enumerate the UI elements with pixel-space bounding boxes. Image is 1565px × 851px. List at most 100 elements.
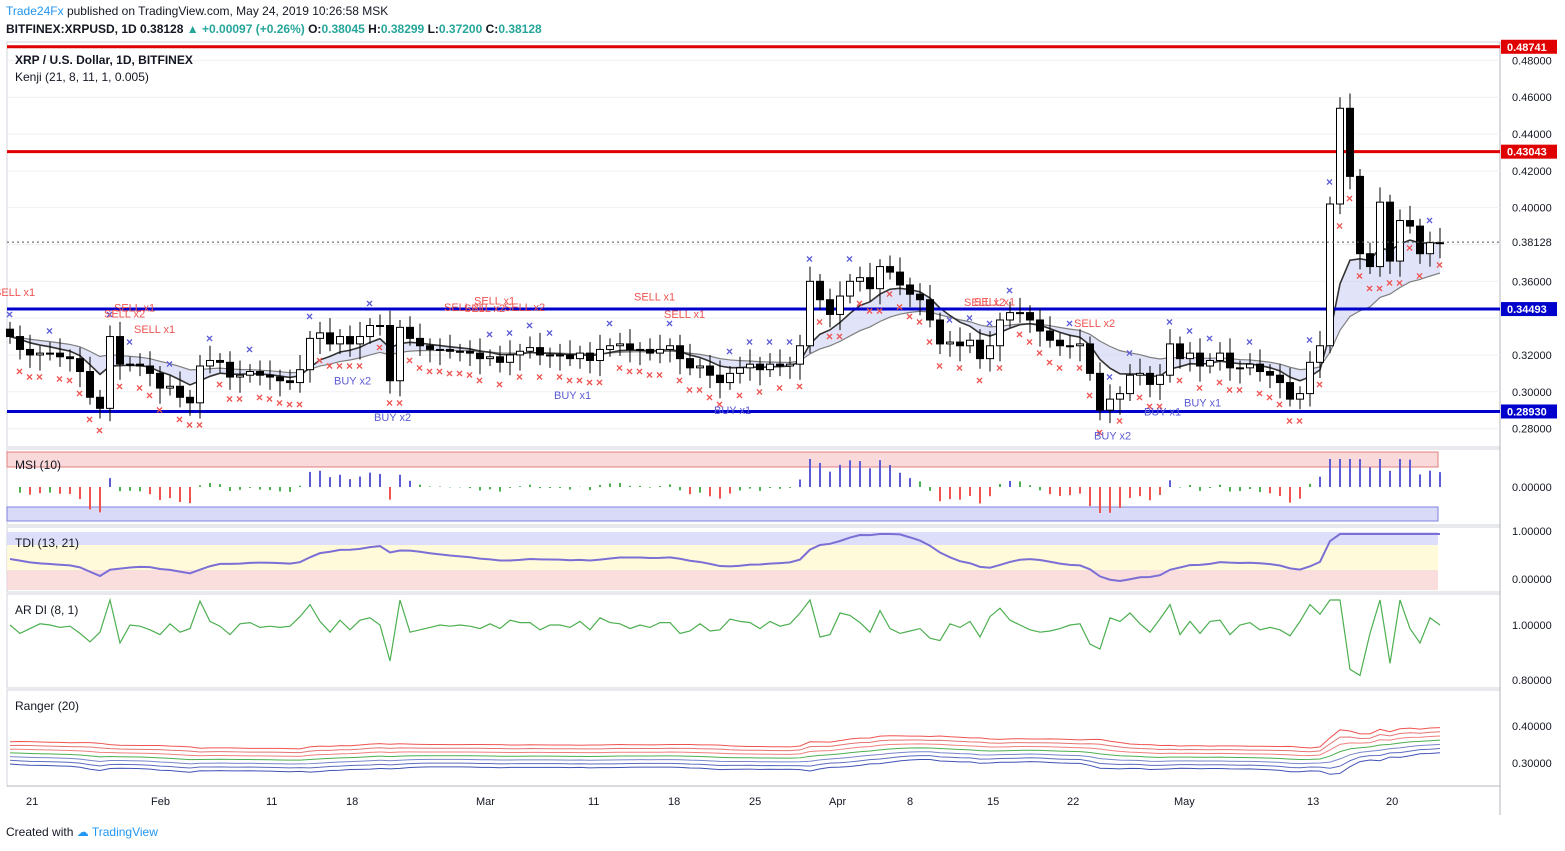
ranger-line bbox=[9, 743, 1441, 765]
signal-marker: × bbox=[566, 374, 573, 388]
msi-upper-band bbox=[6, 451, 1439, 468]
candle-body bbox=[286, 380, 294, 384]
signal-marker: × bbox=[406, 353, 413, 367]
candle-body bbox=[316, 332, 324, 339]
up-arrow-icon: ▲ bbox=[186, 22, 199, 36]
candle-body bbox=[1346, 107, 1354, 177]
candle-body bbox=[456, 350, 464, 353]
signal-marker: × bbox=[866, 304, 873, 318]
candle-body bbox=[926, 299, 934, 321]
candle-body bbox=[956, 341, 964, 347]
y-tick-label: 0.36000 bbox=[1512, 276, 1552, 288]
signal-marker: × bbox=[286, 398, 293, 412]
signal-marker: × bbox=[186, 418, 193, 432]
candle-body bbox=[616, 343, 624, 347]
panel-tick: 1.00000 bbox=[1512, 620, 1552, 632]
signal-label: BUY x2 bbox=[374, 412, 411, 424]
candle-body bbox=[1246, 363, 1254, 369]
signal-marker: × bbox=[1206, 331, 1213, 345]
signal-marker: × bbox=[1286, 414, 1293, 428]
candle-body bbox=[976, 339, 984, 360]
signal-marker: × bbox=[966, 311, 973, 325]
candle-body bbox=[156, 372, 164, 389]
signal-marker: × bbox=[26, 370, 33, 384]
signal-label: SELL x2 bbox=[964, 297, 1005, 309]
ranger-line bbox=[9, 752, 1441, 775]
signal-marker: × bbox=[876, 304, 883, 318]
signal-marker: × bbox=[776, 381, 783, 395]
candle-body bbox=[186, 396, 194, 404]
signal-marker: × bbox=[416, 361, 423, 375]
y-tick-label: 0.30000 bbox=[1512, 387, 1552, 399]
candle-body bbox=[1236, 367, 1244, 370]
signal-marker: × bbox=[366, 296, 373, 310]
signal-marker: × bbox=[236, 392, 243, 406]
ranger-line bbox=[9, 735, 1441, 757]
signal-marker: × bbox=[496, 377, 503, 391]
signal-marker: × bbox=[86, 412, 93, 426]
tradingview-link[interactable]: TradingView bbox=[91, 825, 158, 839]
candle-body bbox=[1146, 372, 1154, 385]
x-tick-label: 18 bbox=[346, 796, 358, 808]
signal-marker: × bbox=[246, 342, 253, 356]
signal-marker: × bbox=[976, 374, 983, 388]
signal-marker: × bbox=[216, 377, 223, 391]
candle-body bbox=[966, 339, 974, 347]
y-tick-label: 0.42000 bbox=[1512, 166, 1552, 178]
candle-body bbox=[216, 359, 224, 363]
candle-body bbox=[1416, 225, 1424, 255]
signal-marker: × bbox=[376, 341, 383, 355]
level-tag bbox=[1501, 404, 1557, 419]
candle-body bbox=[946, 341, 954, 345]
signal-label: SELL x1 bbox=[114, 303, 155, 315]
y-tick-label: 0.28000 bbox=[1512, 424, 1552, 436]
y-tick-label: 0.40000 bbox=[1512, 203, 1552, 215]
candle-body bbox=[546, 354, 554, 357]
signal-marker: × bbox=[736, 388, 743, 402]
candle-body bbox=[1436, 242, 1444, 245]
candle-body bbox=[846, 280, 854, 297]
candle-body bbox=[356, 336, 364, 345]
signal-marker: × bbox=[326, 359, 333, 373]
candle-body bbox=[346, 336, 354, 345]
candle-body bbox=[1366, 253, 1374, 268]
candle-body bbox=[176, 385, 184, 398]
signal-marker: × bbox=[756, 385, 763, 399]
signal-marker: × bbox=[1426, 214, 1433, 228]
candle-body bbox=[1156, 374, 1164, 385]
signal-marker: × bbox=[146, 388, 153, 402]
y-tick-label: 0.32000 bbox=[1512, 350, 1552, 362]
signal-marker: × bbox=[586, 376, 593, 390]
signal-label: SELL x1 bbox=[444, 302, 485, 314]
signal-marker: × bbox=[206, 331, 213, 345]
tradingview-logo-icon[interactable]: ☁ bbox=[76, 825, 89, 839]
signal-marker: × bbox=[306, 309, 313, 323]
candle-body bbox=[696, 365, 704, 369]
signal-label: BUY x2 bbox=[1094, 431, 1131, 443]
signal-marker: × bbox=[696, 383, 703, 397]
candle-body bbox=[66, 356, 74, 360]
signal-marker: × bbox=[1326, 175, 1333, 189]
brand-link[interactable]: Trade24Fx bbox=[6, 4, 64, 18]
signal-marker: × bbox=[116, 379, 123, 393]
signal-marker: × bbox=[506, 326, 513, 340]
signal-marker: × bbox=[1006, 284, 1013, 298]
candle-body bbox=[666, 345, 674, 350]
candle-body bbox=[1396, 220, 1404, 262]
candle-body bbox=[1266, 371, 1274, 376]
ohlc-line: BITFINEX:XRPUSD, 1D 0.38128 ▲ +0.00097 (… bbox=[6, 22, 542, 36]
signal-marker: × bbox=[596, 376, 603, 390]
signal-marker: × bbox=[96, 423, 103, 437]
signal-label: SELL x2 bbox=[104, 309, 145, 321]
ranger-line bbox=[9, 739, 1441, 761]
ranger-line bbox=[9, 748, 1441, 769]
candle-body bbox=[936, 319, 944, 345]
candle-body bbox=[866, 277, 874, 290]
panel-tick: 0.80000 bbox=[1512, 675, 1552, 687]
signal-marker: × bbox=[346, 359, 353, 373]
candle-body bbox=[26, 348, 34, 356]
x-tick-label: 20 bbox=[1386, 796, 1398, 808]
signal-label: SELL x1 bbox=[974, 296, 1015, 308]
signal-marker: × bbox=[1036, 346, 1043, 360]
